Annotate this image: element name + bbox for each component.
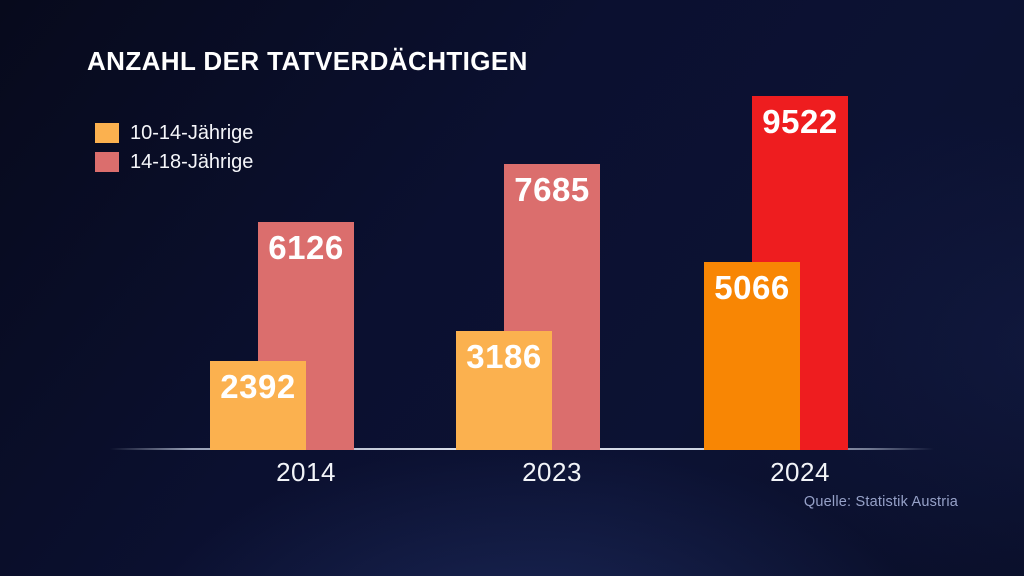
legend-label: 14-18-Jährige bbox=[130, 150, 254, 173]
chart-title: ANZAHL DER TATVERDÄCHTIGEN bbox=[87, 46, 528, 76]
value-label-14-18-2024: 9522 bbox=[762, 103, 838, 140]
category-label-2023: 2023 bbox=[522, 457, 582, 487]
source-credit: Quelle: Statistik Austria bbox=[803, 494, 958, 510]
category-label-2024: 2024 bbox=[770, 457, 830, 487]
bar-10-14-2024: 5066 bbox=[704, 262, 800, 450]
legend-swatch-icon bbox=[95, 123, 119, 143]
legend-item-1: 14-18-Jährige bbox=[95, 150, 253, 174]
bar-10-14-2023: 3186 bbox=[456, 331, 552, 450]
bar-14-18-2014: 6126 bbox=[258, 222, 354, 450]
value-label-14-18-2014: 6126 bbox=[268, 229, 344, 266]
value-label-10-14-2024: 5066 bbox=[714, 269, 790, 306]
value-label-10-14-2023: 3186 bbox=[466, 338, 542, 375]
legend: 10-14-Jährige 14-18-Jährige bbox=[95, 121, 253, 179]
bar-10-14-2014: 2392 bbox=[210, 361, 306, 450]
legend-label: 10-14-Jährige bbox=[130, 121, 254, 144]
value-label-10-14-2014: 2392 bbox=[220, 368, 296, 405]
value-label-14-18-2023: 7685 bbox=[514, 171, 590, 208]
legend-item-0: 10-14-Jährige bbox=[95, 121, 253, 145]
legend-swatch-icon bbox=[95, 152, 119, 172]
category-label-2014: 2014 bbox=[276, 457, 336, 487]
